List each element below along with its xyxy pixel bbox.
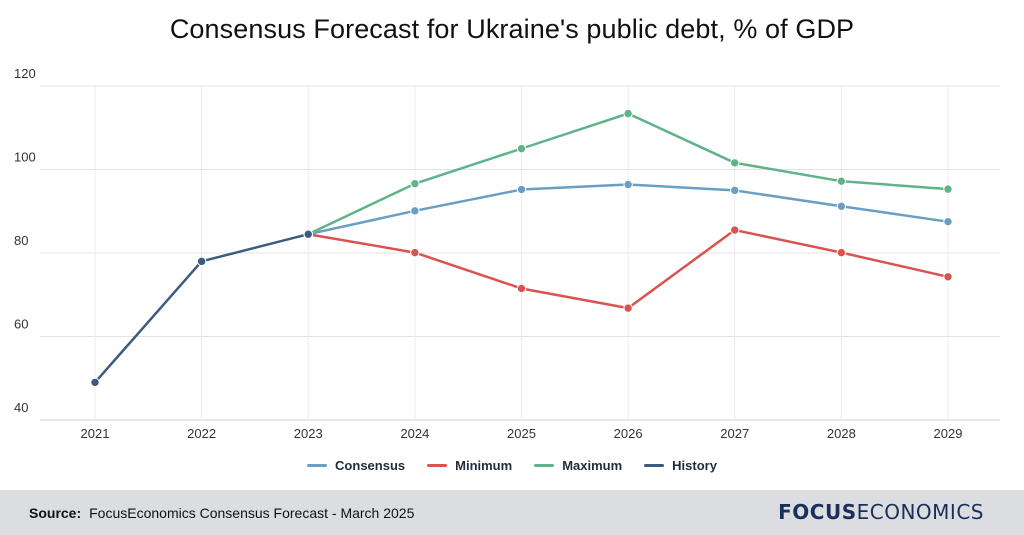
chart-title: Consensus Forecast for Ukraine's public …	[169, 14, 855, 44]
data-point-history[interactable]	[90, 377, 100, 388]
x-tick-label: 2027	[720, 426, 749, 441]
x-tick-label: 2024	[400, 426, 429, 441]
data-point-minimum[interactable]	[516, 283, 527, 294]
legend-label: Minimum	[455, 458, 513, 473]
legend-item-consensus[interactable]: Consensus	[307, 458, 405, 473]
legend-item-minimum[interactable]: Minimum	[427, 458, 512, 473]
data-point-history[interactable]	[303, 229, 313, 239]
legend-label: History	[672, 458, 717, 473]
data-point-minimum[interactable]	[943, 272, 953, 282]
y-tick-label: 60	[14, 317, 28, 332]
data-point-consensus[interactable]	[516, 184, 527, 195]
legend-swatch	[644, 464, 665, 467]
data-point-minimum[interactable]	[730, 225, 740, 235]
y-tick-label: 120	[14, 66, 36, 81]
y-axis-ticks: 40 60 80 100 120	[14, 66, 36, 415]
legend-item-history[interactable]: History	[644, 458, 717, 473]
y-tick-label: 40	[14, 400, 28, 415]
legend-swatch	[534, 464, 555, 467]
data-point-minimum[interactable]	[623, 303, 633, 313]
brand-logo: FOCUSECONOMICS	[778, 500, 984, 524]
x-tick-label: 2029	[934, 426, 963, 441]
series-points	[90, 108, 953, 388]
x-tick-label: 2022	[187, 426, 216, 441]
x-tick-label: 2026	[614, 426, 643, 441]
x-tick-label: 2021	[81, 426, 110, 441]
source-note: Source: FocusEconomics Consensus Forecast…	[29, 505, 414, 521]
data-point-consensus[interactable]	[730, 185, 740, 196]
data-point-maximum[interactable]	[943, 184, 953, 194]
data-point-maximum[interactable]	[516, 143, 527, 154]
data-point-consensus[interactable]	[836, 201, 847, 211]
data-point-consensus[interactable]	[410, 206, 420, 216]
legend: Consensus Minimum Maximum History	[0, 458, 1024, 473]
x-axis-ticks: 2021 2022 2023 2024 2025 2026 2027 2028 2029	[81, 426, 963, 441]
x-tick-label: 2023	[294, 426, 323, 441]
data-point-minimum[interactable]	[410, 247, 420, 258]
data-point-maximum[interactable]	[410, 178, 420, 189]
source-text: FocusEconomics Consensus Forecast - Marc…	[89, 505, 415, 521]
source-label: Source:	[29, 505, 82, 521]
legend-item-maximum[interactable]: Maximum	[534, 458, 622, 473]
data-point-maximum[interactable]	[730, 158, 740, 168]
data-point-consensus[interactable]	[943, 216, 953, 227]
y-tick-label: 80	[14, 233, 28, 248]
data-point-maximum[interactable]	[836, 176, 847, 186]
data-point-maximum[interactable]	[623, 108, 633, 119]
data-point-minimum[interactable]	[836, 247, 847, 258]
footer: Source: FocusEconomics Consensus Forecast…	[0, 490, 1024, 535]
legend-label: Maximum	[562, 458, 623, 473]
data-point-history[interactable]	[196, 256, 207, 267]
data-point-consensus[interactable]	[623, 179, 633, 190]
y-tick-label: 100	[14, 150, 36, 165]
x-tick-label: 2028	[827, 426, 856, 441]
x-tick-label: 2025	[507, 426, 536, 441]
legend-swatch	[427, 464, 448, 467]
legend-label: Consensus	[335, 458, 406, 473]
grid-lines	[40, 85, 1000, 421]
legend-swatch	[307, 464, 328, 467]
